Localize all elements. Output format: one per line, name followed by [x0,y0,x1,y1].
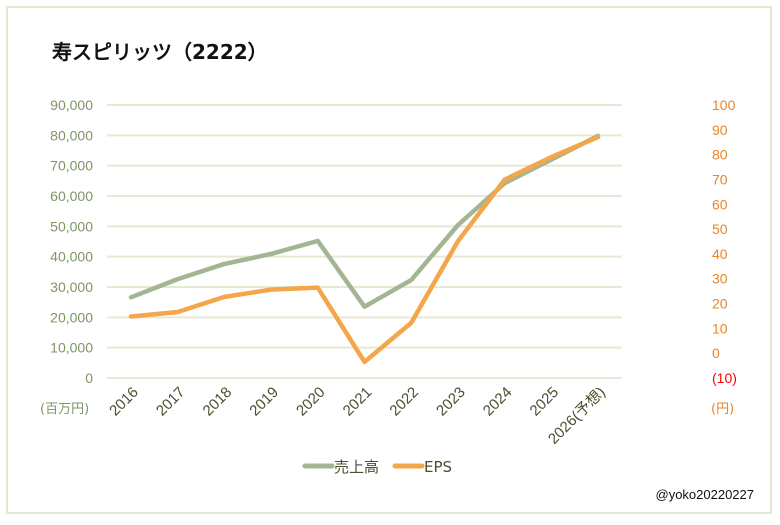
legend-label: 売上高 [334,458,379,476]
x-tick-label: 2017 [153,384,189,420]
left-tick-label: 10,000 [50,340,93,356]
chart-title: 寿スピリッツ（2222） [52,40,268,64]
left-tick-label: 0 [85,370,93,386]
legend-label: EPS [424,458,452,476]
right-tick-label: 50 [712,221,728,237]
x-tick-label: 2021 [340,384,376,420]
right-tick-label: 90 [712,122,728,138]
right-tick-label: 20 [712,296,728,312]
chart-frame [6,6,772,514]
left-tick-label: 20,000 [50,309,93,325]
right-tick-label: 0 [712,345,720,361]
left-tick-label: 60,000 [50,188,93,204]
left-axis-unit: (百万円) [40,402,89,417]
left-tick-label: 50,000 [50,218,93,234]
right-tick-label: 100 [712,97,736,113]
watermark: @yoko20220227 [655,487,755,502]
x-tick-label: 2024 [480,384,516,420]
left-tick-label: 40,000 [50,249,93,265]
x-tick-label: 2022 [386,384,422,420]
right-tick-label: 40 [712,246,728,262]
x-tick-label: 2019 [246,384,282,420]
right-tick-label: 80 [712,147,728,163]
x-tick-label: 2016 [106,384,142,420]
right-tick-label: 60 [712,196,728,212]
x-tick-label: 2023 [433,384,469,420]
right-axis-unit: (円) [711,402,734,417]
left-tick-label: 30,000 [50,279,93,295]
right-tick-label: (10) [712,370,737,386]
x-tick-label: 2018 [200,384,236,420]
right-tick-label: 30 [712,271,728,287]
left-tick-label: 90,000 [50,97,93,113]
x-tick-label: 2020 [293,384,329,420]
x-tick-label: 2025 [527,384,563,420]
right-tick-label: 70 [712,171,728,187]
left-tick-label: 80,000 [50,127,93,143]
series-line-eps [128,134,601,365]
series-line-sales [128,133,601,309]
left-tick-label: 70,000 [50,158,93,174]
right-tick-label: 10 [712,320,728,336]
